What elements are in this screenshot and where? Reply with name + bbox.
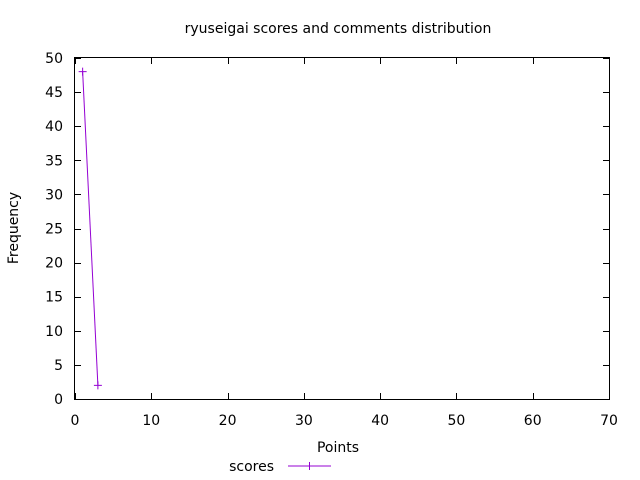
legend-marker-scores	[305, 462, 314, 470]
y-tick-label: 10	[45, 324, 63, 340]
y-tick-label: 15	[45, 290, 63, 306]
y-tick-label: 0	[54, 392, 63, 408]
series-line-scores	[82, 71, 99, 386]
x-axis: 0 10 20 30 40 50 60 70	[71, 58, 618, 429]
y-axis: 0 5 10 15 20 25 30 35 40 45 50	[45, 51, 609, 408]
data-point	[93, 381, 102, 390]
legend-plus-marker	[305, 462, 314, 470]
y-tick-label: 20	[45, 256, 63, 272]
series-layer	[78, 67, 102, 390]
x-tick-label: 10	[142, 413, 160, 429]
y-tick-label: 45	[45, 85, 63, 101]
legend-label-scores: scores	[229, 459, 274, 475]
x-tick-label: 50	[448, 413, 466, 429]
x-tick-label: 20	[219, 413, 237, 429]
chart-title: ryuseigai scores and comments distributi…	[185, 21, 492, 37]
y-tick-label: 35	[45, 153, 63, 169]
y-tick-label: 50	[45, 51, 63, 67]
x-axis-label: Points	[317, 440, 359, 456]
y-tick-label: 25	[45, 222, 63, 238]
y-axis-label: Frequency	[6, 192, 22, 264]
y-tick-label: 5	[54, 358, 63, 374]
plot-frame	[74, 57, 610, 400]
x-tick-label: 60	[524, 413, 542, 429]
x-tick-label: 30	[295, 413, 313, 429]
data-point	[78, 67, 87, 76]
y-tick-label: 40	[45, 119, 63, 135]
legend: scores	[229, 459, 331, 475]
x-tick-label: 0	[71, 413, 80, 429]
x-tick-label: 70	[600, 413, 618, 429]
x-tick-label: 40	[371, 413, 389, 429]
y-tick-label: 30	[45, 187, 63, 203]
